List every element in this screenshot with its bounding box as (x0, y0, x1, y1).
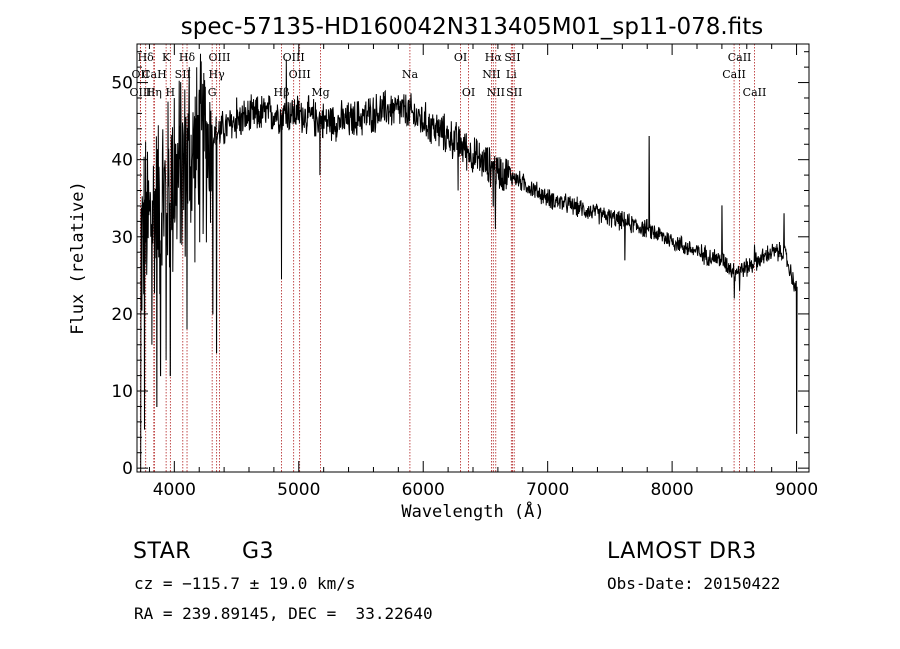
marker-label: CaH (142, 68, 167, 81)
x-tick-label: 5000 (277, 480, 320, 500)
marker-label: OI (462, 86, 475, 99)
x-axis-label: Wavelength (Å) (401, 500, 544, 522)
marker-label: Na (402, 68, 419, 81)
marker-label: Hα (485, 51, 503, 64)
spectrum-line (140, 53, 798, 473)
marker-label: NII (487, 86, 505, 99)
marker-label: OI (454, 51, 467, 64)
marker-label: Hδ (179, 51, 196, 64)
y-tick-label: 40 (111, 151, 133, 171)
object-subclass: G3 (242, 539, 275, 564)
coordinates: RA = 239.89145, DEC = 33.22640 (134, 604, 433, 623)
marker-label: OIII (289, 68, 311, 81)
marker-label: SII (175, 68, 191, 81)
x-axis: 4000 5000 6000 7000 8000 9000 (148, 44, 818, 500)
marker-label: Hγ (209, 68, 226, 81)
chart-title: spec-57135-HD160042N313405M01_sp11-078.f… (181, 14, 763, 40)
y-tick-label: 30 (111, 228, 133, 248)
y-tick-label: 10 (111, 382, 133, 402)
y-tick-label: 50 (111, 74, 133, 94)
x-tick-label: 6000 (402, 480, 445, 500)
x-tick-label: 8000 (650, 480, 693, 500)
y-axis-label: Flux (relative) (68, 181, 88, 335)
survey-name: LAMOST DR3 (607, 539, 757, 564)
marker-label: H (166, 86, 176, 99)
marker-label: G (208, 86, 217, 99)
marker-label: CaII (722, 68, 746, 81)
marker-label: OIII (208, 51, 230, 64)
redshift-velocity: cz = −115.7 ± 19.0 km/s (134, 574, 356, 593)
marker-label: Hβ (274, 86, 290, 99)
marker-label: Li (506, 68, 517, 81)
marker-label: CaII (743, 86, 767, 99)
marker-label: Hη (146, 86, 162, 99)
marker-label: Hδ (138, 51, 155, 64)
marker-label: SII (506, 86, 522, 99)
x-tick-label: 4000 (153, 480, 196, 500)
marker-label: K (162, 51, 171, 64)
y-axis: 0 10 20 30 40 50 (111, 51, 809, 479)
object-class: STAR (133, 539, 192, 564)
observation-date: Obs-Date: 20150422 (607, 574, 781, 593)
y-tick-label: 20 (111, 305, 133, 325)
marker-label: NII (482, 68, 500, 81)
marker-label: SII (504, 51, 520, 64)
x-tick-label: 7000 (526, 480, 569, 500)
marker-label: Mg (311, 86, 329, 99)
x-tick-label: 9000 (775, 480, 818, 500)
y-tick-label: 0 (122, 459, 133, 479)
marker-label: OIII (129, 86, 151, 99)
marker-label: CaII (728, 51, 752, 64)
